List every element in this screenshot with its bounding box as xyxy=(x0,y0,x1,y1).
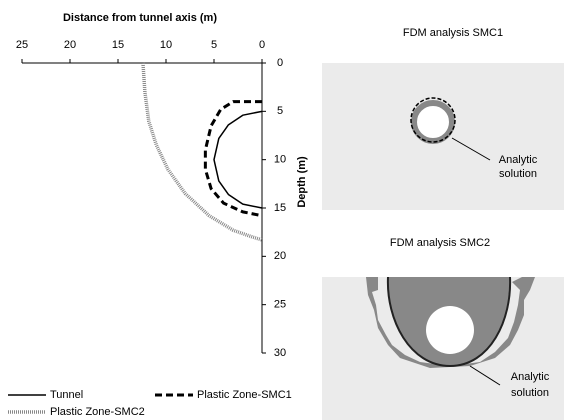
tunnel-opening xyxy=(426,306,474,354)
x-tick-label: 25 xyxy=(16,39,28,51)
series-line xyxy=(203,100,263,218)
x-tick-label: 20 xyxy=(64,39,76,51)
annotation: solution xyxy=(499,168,537,180)
x-tick-label: 5 xyxy=(211,39,217,51)
y-tick-label: 25 xyxy=(274,299,286,311)
annotation: Analytic xyxy=(511,371,550,383)
series-line xyxy=(213,110,263,209)
fdm-zone xyxy=(366,277,535,368)
annotation: solution xyxy=(511,387,549,399)
y-tick-label: 10 xyxy=(274,154,286,166)
arrow xyxy=(469,365,501,386)
y-tick-label: 0 xyxy=(277,57,283,69)
y-tick-label: 30 xyxy=(274,347,286,359)
plot: 25 20 15 10 5 00 5 10 15 20 25 30 xyxy=(16,39,286,359)
analytic-ring xyxy=(410,97,456,143)
y-tick-label: 15 xyxy=(274,202,286,214)
legend: Tunnel Plastic Zone-SMC1 Plastic Zone-SMC2 xyxy=(8,389,292,418)
y-tick-label: 20 xyxy=(274,250,286,262)
x-axis-title: Distance from tunnel axis (m) xyxy=(63,12,217,24)
legend-label: Tunnel xyxy=(50,389,83,401)
legend-label: Plastic Zone-SMC2 xyxy=(50,406,145,418)
y-axis-title: Depth (m) xyxy=(296,156,308,208)
annotation: Analytic xyxy=(499,154,538,166)
x-tick-label: 10 xyxy=(160,39,172,51)
x-tick-label: 0 xyxy=(259,39,265,51)
panel-title: FDM analysis SMC2 xyxy=(390,237,490,249)
legend-label: Plastic Zone-SMC1 xyxy=(197,389,292,401)
y-tick-label: 5 xyxy=(277,105,283,117)
x-tick-label: 15 xyxy=(112,39,124,51)
analytic-boundary xyxy=(386,276,512,368)
arrow xyxy=(451,137,491,161)
panel-title: FDM analysis SMC1 xyxy=(403,27,503,39)
fdm-zone xyxy=(411,100,455,144)
